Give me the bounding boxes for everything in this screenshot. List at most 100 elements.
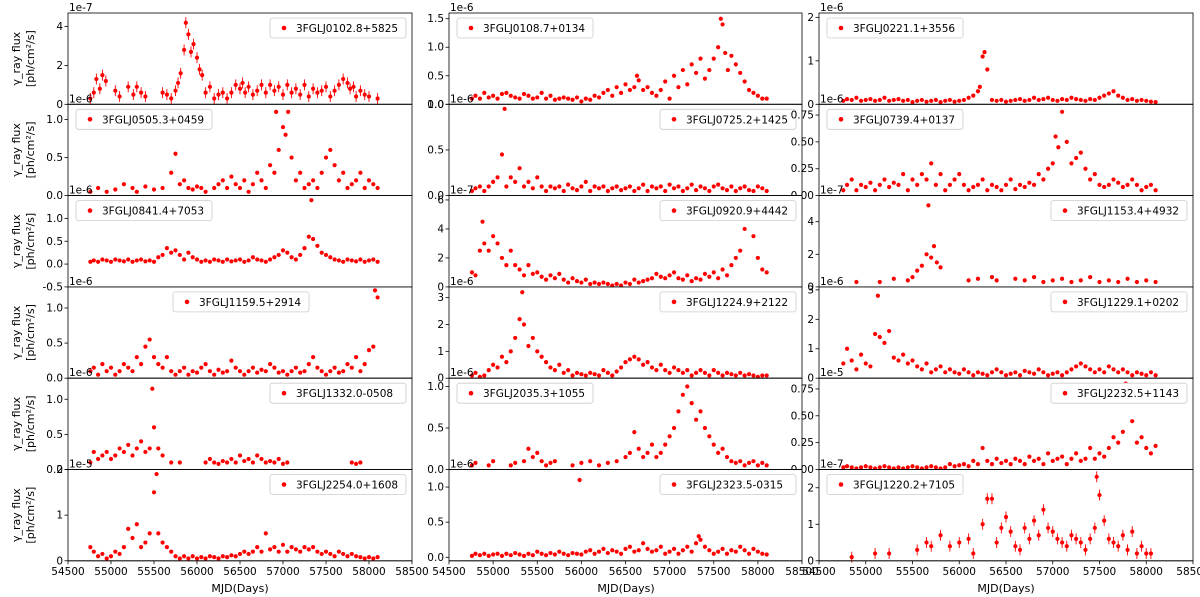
data-point [543, 188, 549, 194]
data-point [499, 553, 505, 558]
data-point [751, 234, 756, 239]
data-point [298, 92, 303, 97]
data-point [1050, 161, 1055, 166]
legend-label: 3FGLJ0505.3+0459 [102, 114, 204, 126]
data-point [150, 386, 155, 391]
legend: 3FGLJ0108.7+0134 [456, 17, 594, 39]
data-point [716, 276, 721, 281]
data-point [702, 544, 708, 549]
series-points [854, 203, 1158, 285]
data-point [96, 259, 101, 264]
data-point [113, 257, 118, 262]
data-point [220, 259, 225, 264]
data-point [513, 335, 518, 341]
data-point [720, 186, 725, 191]
data-point [190, 187, 195, 192]
data-point [548, 273, 553, 278]
data-point [641, 541, 646, 546]
x-tick-label: 58500 [785, 566, 818, 578]
x-tick-label: 54500 [432, 566, 465, 578]
data-point [742, 184, 747, 189]
data-point [1041, 177, 1046, 182]
data-point [341, 76, 346, 82]
data-point [495, 551, 500, 556]
data-point [720, 446, 725, 451]
data-point [1134, 551, 1139, 556]
data-point [654, 186, 659, 191]
data-point [738, 544, 743, 549]
data-point [751, 546, 756, 551]
data-point [134, 258, 139, 263]
data-point [957, 172, 962, 177]
data-point [143, 94, 148, 99]
y-tick-label: 4 [437, 223, 444, 235]
data-point [521, 273, 527, 278]
data-point [742, 548, 747, 553]
data-point [499, 255, 505, 261]
data-point [315, 365, 320, 370]
data-point [1008, 98, 1013, 103]
y-axis-label: γ_ray flux [10, 123, 23, 177]
data-point [1092, 172, 1097, 177]
subplot-3FGLJ1153.4+4932: 0 2 4 1e-7 3FGLJ1153.4+4932 [807, 185, 1194, 293]
data-point [220, 370, 225, 375]
data-point [1148, 370, 1154, 375]
data-point [366, 555, 372, 560]
data-point [526, 179, 531, 185]
scale-offset-label: 1e-6 [820, 276, 844, 288]
data-point [905, 278, 910, 283]
data-point [1060, 109, 1065, 114]
y-tick-label: 1.0 [46, 213, 63, 225]
data-point [486, 368, 491, 373]
data-point [1148, 99, 1154, 104]
data-point [694, 70, 699, 76]
x-tick-label: 57000 [1036, 566, 1069, 578]
y-tick-label: 0.75 [791, 110, 814, 122]
y-tick-label: 0 [437, 373, 444, 385]
data-point [711, 442, 716, 447]
data-point [203, 362, 208, 367]
data-point [91, 449, 96, 455]
data-point [268, 362, 273, 367]
y-tick-label: 1.0 [46, 394, 63, 406]
data-point [203, 460, 208, 465]
legend: 3FGLJ0725.2+1425 [659, 108, 797, 130]
data-point [302, 545, 307, 550]
data-point [1139, 544, 1144, 549]
subplot-3FGLJ0102.8+5825: 0 2 4 1e-7 3FGLJ0102.8+5825 [56, 2, 413, 111]
data-point [272, 170, 277, 175]
subplot-3FGLJ1229.1+0202: 0 1 2 3 1e-6 3FGLJ1229.1+0202 [807, 276, 1194, 385]
data-point [255, 88, 260, 93]
data-point [96, 456, 101, 462]
data-point [237, 257, 243, 262]
data-point [216, 461, 221, 466]
data-point [491, 552, 496, 557]
data-point [985, 188, 990, 193]
data-point [1083, 166, 1088, 171]
data-point [999, 525, 1004, 531]
data-point [627, 184, 633, 189]
data-point [225, 460, 230, 465]
data-point [134, 189, 139, 194]
x-tick-label: 58500 [395, 566, 428, 578]
data-point [336, 178, 341, 183]
data-point [685, 384, 690, 389]
data-point [627, 87, 633, 93]
data-point [947, 367, 953, 372]
y-tick-label: 0.25 [791, 437, 814, 449]
data-point [618, 90, 624, 95]
data-point [151, 355, 157, 360]
data-point [117, 551, 122, 557]
data-point [143, 344, 148, 349]
data-point [473, 551, 478, 556]
data-point [250, 365, 255, 370]
data-point [579, 99, 584, 104]
data-point [250, 255, 255, 260]
data-point [1106, 536, 1111, 541]
data-point [711, 56, 716, 61]
data-point [910, 358, 915, 363]
data-point [366, 258, 372, 263]
data-point [632, 277, 637, 282]
data-point [614, 369, 619, 374]
data-point [1134, 182, 1139, 187]
